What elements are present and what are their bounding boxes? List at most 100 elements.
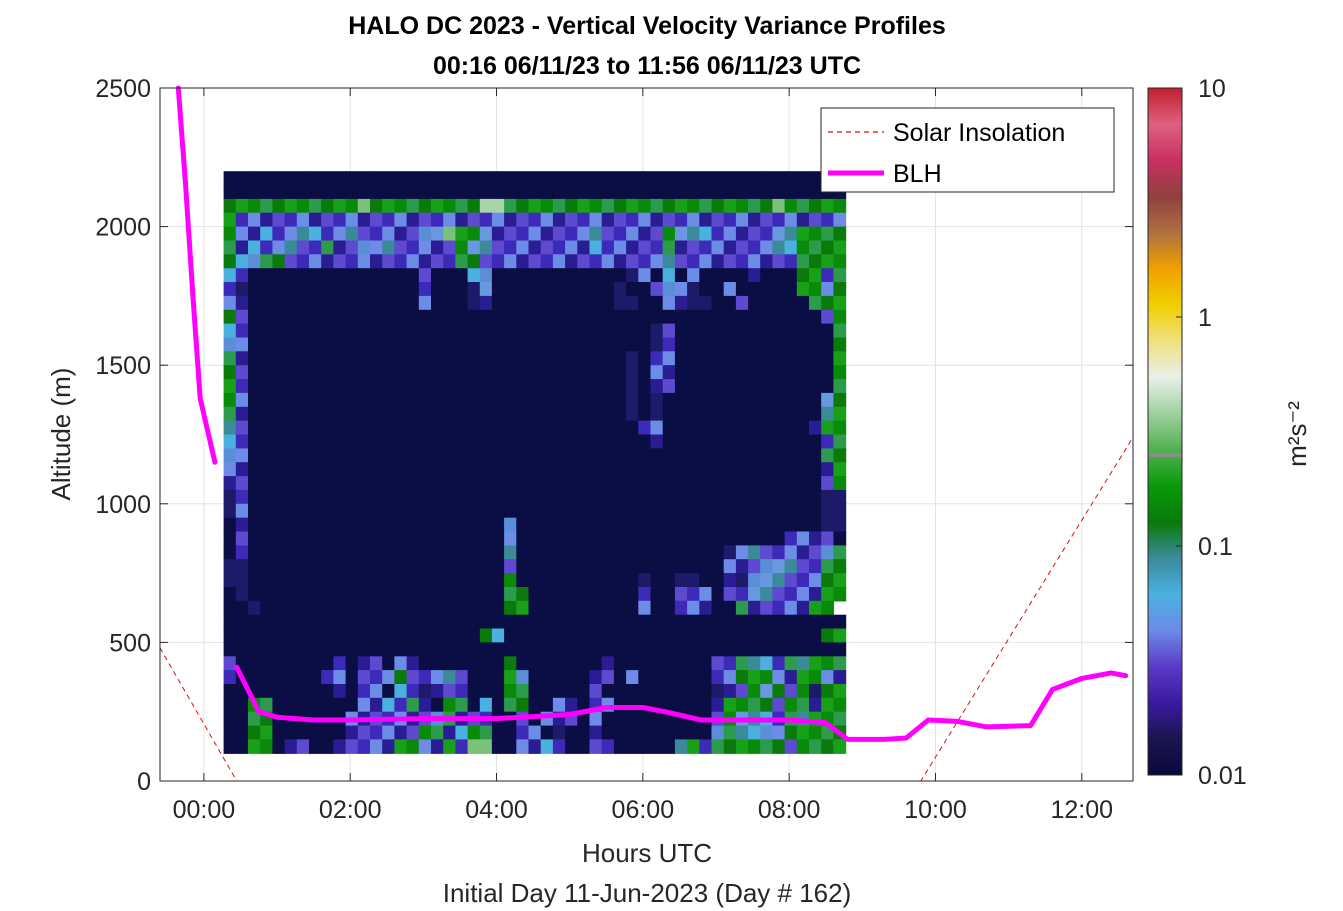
x-tick-label: 04:00 <box>465 796 528 824</box>
heatmap-cell <box>357 517 371 533</box>
heatmap-cell <box>760 212 773 228</box>
heatmap-cell <box>309 268 322 283</box>
heatmap-cell <box>528 684 542 699</box>
heatmap-cell <box>809 739 822 754</box>
heatmap-cell <box>833 573 847 588</box>
heatmap-cell <box>552 670 566 685</box>
heatmap-cell <box>479 323 493 339</box>
heatmap-cell <box>382 240 395 255</box>
heatmap-cell <box>760 600 773 616</box>
heatmap-cell <box>833 365 847 380</box>
heatmap-cell <box>650 240 664 255</box>
heatmap-cell <box>760 517 773 533</box>
heatmap-cell <box>723 309 737 325</box>
heatmap-cell <box>284 309 298 325</box>
heatmap-cell <box>650 725 664 741</box>
heatmap-cell <box>699 559 713 574</box>
heatmap-cell <box>821 254 834 269</box>
heatmap-cell <box>394 337 408 352</box>
heatmap-cell <box>821 684 834 699</box>
heatmap-cell <box>370 351 383 366</box>
heatmap-cell <box>296 406 310 422</box>
heatmap-cell <box>674 351 688 366</box>
heatmap-cell <box>687 476 700 491</box>
heatmap-cell <box>674 295 688 311</box>
heatmap-cell <box>309 503 322 519</box>
heatmap-cell <box>796 323 810 339</box>
heatmap-cell <box>406 240 420 255</box>
heatmap-cell <box>577 656 591 671</box>
heatmap-cell <box>479 725 493 741</box>
heatmap-cell <box>491 531 505 546</box>
heatmap-cell <box>589 212 603 228</box>
heatmap-cell <box>748 185 761 200</box>
heatmap-cell <box>406 295 420 311</box>
heatmap-cell <box>491 323 505 339</box>
heatmap-cell <box>540 628 554 643</box>
heatmap-cell <box>418 295 432 311</box>
heatmap-cell <box>650 531 664 546</box>
heatmap-cell <box>284 573 298 588</box>
heatmap-cell <box>528 517 542 533</box>
heatmap-cell <box>809 725 822 741</box>
heatmap-cell <box>406 517 420 533</box>
heatmap-cell <box>784 226 798 242</box>
heatmap-cell <box>772 379 786 394</box>
heatmap-cell <box>723 268 737 283</box>
heatmap-cell <box>516 282 530 297</box>
heatmap-cell <box>540 379 554 394</box>
heatmap-cell <box>650 614 664 630</box>
heatmap-cell <box>260 434 273 449</box>
heatmap-cell <box>235 711 249 727</box>
heatmap-cell <box>406 545 420 560</box>
heatmap-cell <box>431 448 444 463</box>
heatmap-cell <box>491 212 505 228</box>
heatmap-cell <box>248 559 261 574</box>
heatmap-cell <box>260 642 273 657</box>
heatmap-cell <box>370 337 383 352</box>
heatmap-cell <box>345 323 359 339</box>
heatmap-cell <box>687 434 700 449</box>
heatmap-cell <box>272 628 286 643</box>
heatmap-cell <box>443 462 456 477</box>
heatmap-cell <box>565 295 578 311</box>
heatmap-cell <box>760 545 773 560</box>
heatmap-cell <box>296 670 310 685</box>
heatmap-cell <box>516 323 530 339</box>
heatmap-cell <box>284 503 298 519</box>
heatmap-cell <box>504 420 517 436</box>
heatmap-cell <box>650 351 664 366</box>
heatmap-cell <box>687 545 700 560</box>
heatmap-cell <box>809 462 822 477</box>
heatmap-cell <box>272 642 286 657</box>
heatmap-cell <box>821 739 834 754</box>
heatmap-cell <box>748 670 761 685</box>
heatmap-cell <box>309 573 322 588</box>
heatmap-cell <box>796 697 810 713</box>
heatmap-cell <box>552 434 566 449</box>
heatmap-cell <box>565 171 578 186</box>
heatmap-cell <box>626 406 639 422</box>
heatmap-cell <box>601 614 615 630</box>
heatmap-cell <box>491 185 505 200</box>
heatmap-cell <box>431 351 444 366</box>
heatmap-cell <box>821 392 834 408</box>
heatmap-cell <box>394 642 408 657</box>
heatmap-cell <box>455 254 469 269</box>
heatmap-cell <box>809 476 822 491</box>
heatmap-cell <box>406 185 420 200</box>
heatmap-cell <box>784 559 798 574</box>
heatmap-cell <box>601 434 615 449</box>
heatmap-cell <box>443 670 456 685</box>
heatmap-cell <box>760 171 773 186</box>
heatmap-cell <box>321 337 334 352</box>
heatmap-cell <box>650 587 664 602</box>
heatmap-cell <box>674 489 688 505</box>
heatmap-cell <box>735 739 749 754</box>
heatmap <box>223 171 847 754</box>
heatmap-cell <box>248 226 261 242</box>
heatmap-cell <box>260 420 273 436</box>
heatmap-cell <box>370 295 383 311</box>
heatmap-cell <box>467 725 481 741</box>
heatmap-cell <box>333 254 347 269</box>
